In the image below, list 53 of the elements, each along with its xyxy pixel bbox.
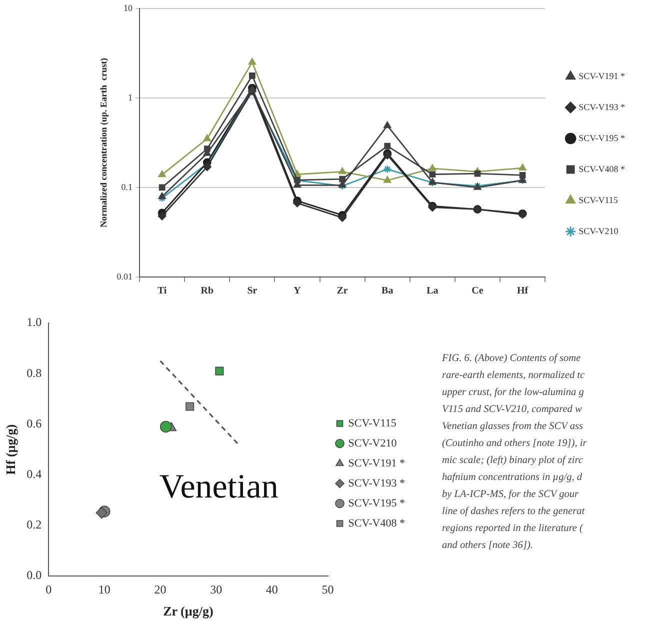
text: hafnium concentrations in µg/g, d — [442, 471, 584, 485]
legend-label: SCV-V191 * — [578, 70, 626, 81]
legend-label: SCV-V195 * — [578, 132, 626, 143]
x-tick-label: Ce — [472, 286, 484, 297]
x-tick-label: 10 — [98, 582, 110, 596]
caption: FIG. 6. (Above) Contents of some — [442, 352, 582, 366]
legend-label: SCV-V210 — [578, 226, 619, 236]
x-tick-label: Ba — [382, 286, 394, 297]
x-tick-label: 50 — [322, 582, 334, 596]
text: (Coutinho and others [note 19]), ir — [442, 437, 588, 451]
legend-label: SCV-V193 * — [348, 477, 406, 490]
y-tick-label: 10 — [124, 2, 134, 13]
y-tick-label: 1 — [128, 92, 133, 102]
text: regions reported in the literature ( — [442, 522, 584, 536]
legend-label: SCV-V210 — [348, 437, 398, 450]
y-tick-label: 0.1 — [121, 182, 133, 192]
x-tick-label: Zr — [336, 286, 348, 297]
x-tick-label: Hf — [516, 286, 529, 297]
text: mic scale; (left) binary plot of zirc — [442, 454, 584, 468]
legend-label: SCV-V115 — [348, 417, 397, 430]
text: V115 and SCV-V210, compared w — [442, 403, 583, 417]
y-tick-label: 0.01 — [116, 271, 133, 282]
text: upper crust, for the low-alumina g — [442, 386, 585, 400]
x-tick-label: 30 — [210, 582, 222, 596]
x-tick-label: Ti — [157, 286, 167, 297]
legend-label: SCV-V115 — [578, 194, 618, 205]
text: line of dashes refers to the generat — [442, 505, 586, 519]
y-tick-label: 0.2 — [26, 518, 42, 532]
legend-label: SCV-V193 * — [578, 102, 626, 112]
x-tick-label: 40 — [266, 582, 278, 596]
y-tick-label: 0.4 — [26, 466, 42, 481]
x-tick-label: Y — [294, 286, 302, 297]
x-tick-label: Rb — [200, 286, 214, 297]
x-tick-label: 20 — [154, 582, 166, 596]
x-tick-label: 0 — [46, 582, 52, 596]
y-tick-label: 0.0 — [26, 568, 42, 582]
legend-label: SCV-V195 * — [348, 497, 406, 510]
y-tick-label: 0.8 — [26, 366, 42, 380]
text: by LA-ICP-MS, for the SCV gour — [442, 488, 580, 502]
y-axis-title: Normalized concentration (up. Earth crust) — [98, 58, 109, 228]
y-tick-label: 1.0 — [26, 315, 42, 330]
text: Venetian glasses from the SCV ass — [442, 420, 584, 434]
legend-label: SCV-V191 * — [348, 457, 406, 470]
text: and others [note 36]). — [442, 539, 534, 553]
legend-label: SCV-V408 * — [348, 517, 406, 530]
text: rare-earth elements, normalized tc — [442, 369, 586, 383]
y-tick-label: 0.6 — [26, 416, 42, 430]
x-tick-label: Sr — [247, 286, 258, 297]
y-axis-title: Hf (µg/g) — [3, 424, 18, 475]
legend-label: SCV-V408 * — [578, 164, 626, 174]
x-axis-title: Zr (µg/g) — [163, 604, 214, 619]
annotation: Venetian — [159, 468, 278, 506]
x-tick-label: La — [426, 286, 438, 297]
